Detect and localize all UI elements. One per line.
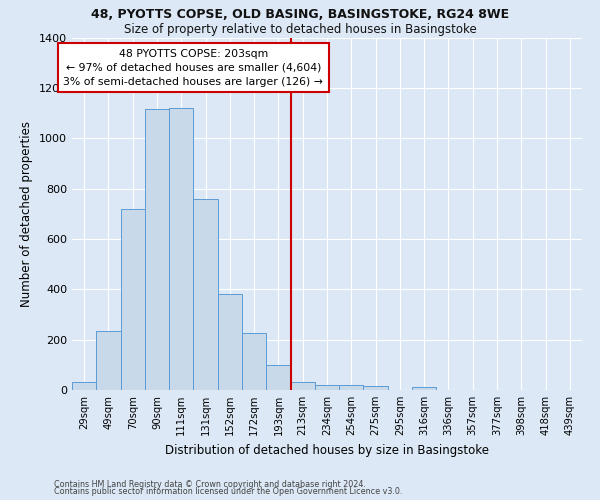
Bar	[193, 198, 218, 390]
Text: 48 PYOTTS COPSE: 203sqm
← 97% of detached houses are smaller (4,604)
3% of semi-: 48 PYOTTS COPSE: 203sqm ← 97% of detache…	[64, 49, 323, 87]
Bar	[218, 294, 242, 390]
Bar	[169, 108, 193, 390]
Text: 48, PYOTTS COPSE, OLD BASING, BASINGSTOKE, RG24 8WE: 48, PYOTTS COPSE, OLD BASING, BASINGSTOK…	[91, 8, 509, 20]
Bar	[242, 334, 266, 390]
Text: Contains HM Land Registry data © Crown copyright and database right 2024.: Contains HM Land Registry data © Crown c…	[54, 480, 366, 489]
Bar	[412, 388, 436, 390]
X-axis label: Distribution of detached houses by size in Basingstoke: Distribution of detached houses by size …	[165, 444, 489, 456]
Y-axis label: Number of detached properties: Number of detached properties	[20, 120, 34, 306]
Bar	[339, 386, 364, 390]
Text: Contains public sector information licensed under the Open Government Licence v3: Contains public sector information licen…	[54, 488, 403, 496]
Bar	[121, 208, 145, 390]
Text: Size of property relative to detached houses in Basingstoke: Size of property relative to detached ho…	[124, 22, 476, 36]
Bar	[145, 110, 169, 390]
Bar	[266, 365, 290, 390]
Bar	[72, 382, 96, 390]
Bar	[364, 386, 388, 390]
Bar	[290, 382, 315, 390]
Bar	[96, 331, 121, 390]
Bar	[315, 385, 339, 390]
